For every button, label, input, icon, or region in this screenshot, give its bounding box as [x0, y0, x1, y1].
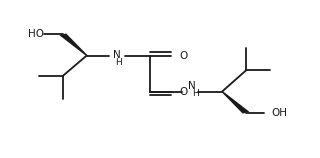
Polygon shape	[60, 33, 88, 56]
Text: H: H	[115, 58, 122, 67]
Text: N: N	[188, 81, 196, 91]
Text: HO: HO	[28, 29, 44, 39]
Text: H: H	[192, 89, 198, 98]
Text: OH: OH	[271, 108, 287, 118]
Text: O: O	[179, 51, 188, 61]
Polygon shape	[221, 91, 249, 114]
Text: O: O	[179, 87, 188, 97]
Text: N: N	[113, 50, 121, 60]
